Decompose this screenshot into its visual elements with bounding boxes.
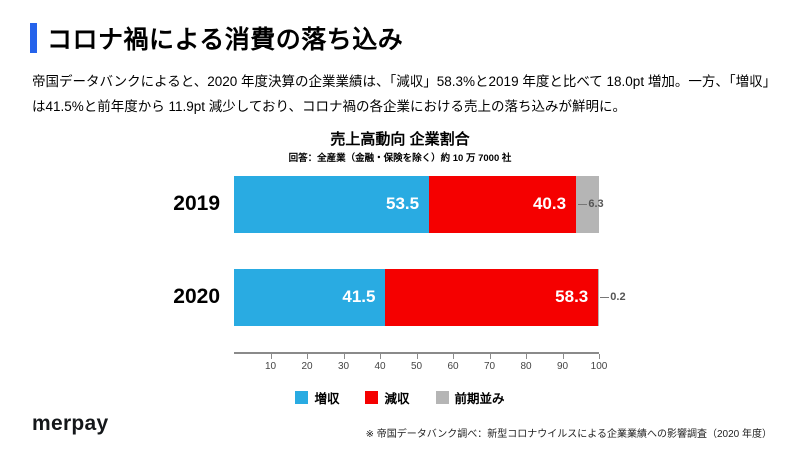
title-accent-bar [30,23,37,53]
source-note: ※ 帝国データバンク調べ：新型コロナウイルスによる企業業績への影響調査（2020… [365,429,772,440]
legend-item-flat: 前期並み [435,388,505,407]
axis-tick [489,353,491,359]
bar-segment-flat [598,268,599,326]
bar-segment-decrease: 40.3 [429,175,577,233]
bar-segment-decrease: 58.3 [385,268,599,326]
x-axis: 10 20 30 40 50 60 70 80 90 100 [234,351,607,378]
legend-item-increase: 増収 [295,388,339,407]
axis-tick-label: 90 [556,360,569,372]
legend-label: 前期並み [454,391,505,406]
merpay-logo: merpay [32,412,109,435]
axis-tick-label: 100 [590,360,608,372]
axis-tick [270,353,272,359]
bar-chart: 売上高動向 企業割合 回答：全産業（金融・保険を除く）約 10 万 7000 社… [0,128,800,407]
axis-tick [343,353,345,359]
page-title: コロナ禍による消費の落ち込み [47,26,404,54]
axis-tick-label: 40 [374,360,386,372]
axis-tick-label: 70 [483,360,496,372]
segment-value-label: 53.5 [385,194,420,214]
segment-value-label: 40.3 [532,194,567,214]
header: コロナ禍による消費の落ち込み [0,0,800,56]
bar-segment-flat [576,175,599,233]
axis-tick [453,353,454,359]
axis-tick [307,353,308,359]
axis-tick-label: 60 [447,360,459,372]
leader-line [600,296,610,298]
bar-segment-increase: 53.5 [234,175,430,233]
axis-tick [526,353,527,359]
axis-tick-label: 30 [337,360,350,372]
axis-tick-label: 80 [520,360,532,372]
category-label: 2020 [173,285,220,309]
legend-label: 減収 [384,391,410,406]
legend-swatch-flat [435,390,449,404]
axis-tick-label: 10 [264,360,277,372]
segment-leader-label: 6.3 [578,198,604,211]
axis-tick [562,353,564,359]
axis-spacer [150,352,234,378]
axis-tick [380,353,381,359]
legend-swatch-increase [295,390,309,404]
segment-value-label: 6.3 [588,198,604,211]
bar-track: 53.5 40.3 6.3 [234,175,604,233]
leader-line [578,203,588,205]
legend-item-decrease: 減収 [365,388,410,407]
axis-tick [599,353,600,359]
chart-subtitle: 回答：全産業（金融・保険を除く）約 10 万 7000 社 [288,152,512,164]
chart-legend: 増収 減収 前期並み [0,388,800,407]
category-label: 2019 [173,192,220,216]
intro-text: 帝国データバンクによると、2020 年度決算の企業業績は、「減収」58.3%と2… [32,74,770,114]
bar-row-2019: 2019 53.5 40.3 6.3 [150,175,800,233]
bar-row-2020: 2020 41.5 58.3 0.2 [150,268,800,326]
axis-tick-label: 20 [301,360,313,372]
axis-tick [416,353,418,359]
chart-rows: 2019 53.5 40.3 6.3 2020 41.5 58.3 0.2 [150,175,800,326]
legend-swatch-decrease [365,390,379,404]
segment-value-label: 58.3 [555,287,589,307]
axis-tick-label: 50 [410,360,423,372]
segment-value-label: 41.5 [342,287,376,307]
chart-title: 売上高動向 企業割合 [330,130,470,148]
bar-segment-increase: 41.5 [234,268,386,326]
bar-track: 41.5 58.3 0.2 [234,268,626,326]
x-axis-row: 10 20 30 40 50 60 70 80 90 100 [150,351,800,378]
segment-leader-label: 0.2 [600,291,626,304]
segment-value-label: 0.2 [610,291,626,304]
legend-label: 増収 [314,391,340,406]
